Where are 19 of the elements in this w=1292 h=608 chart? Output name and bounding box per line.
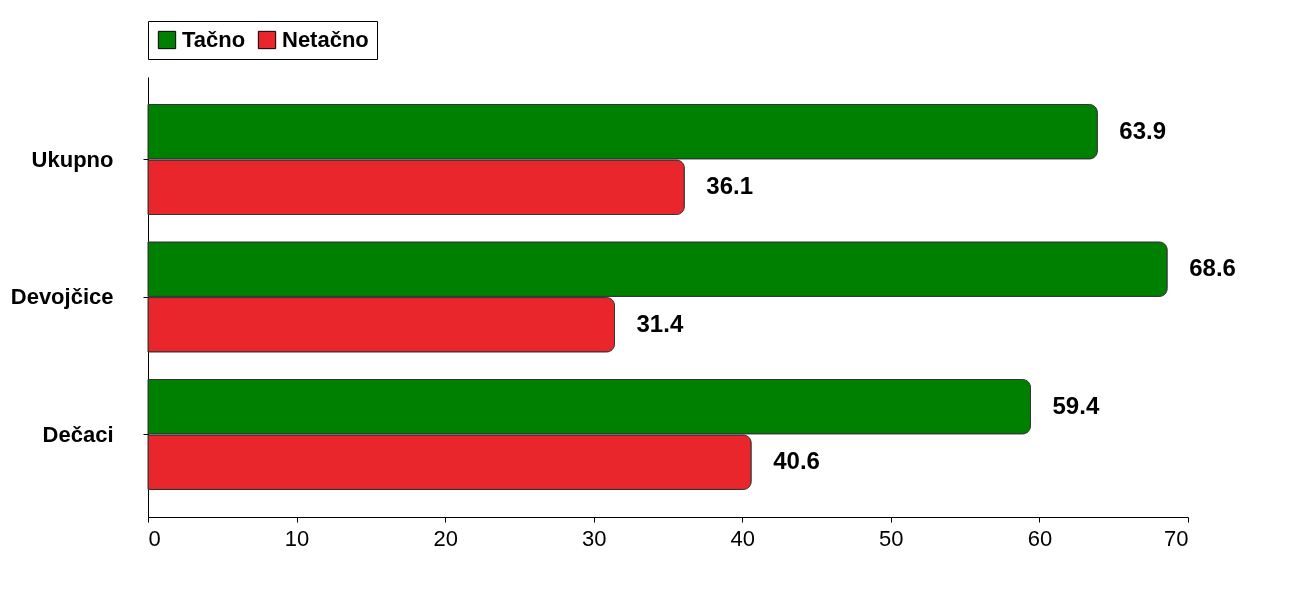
data-label: 31.4 — [636, 309, 684, 337]
legend-label: Tačno — [182, 27, 246, 52]
x-tick-label: 50 — [879, 525, 904, 551]
data-label: 36.1 — [706, 172, 754, 200]
x-tick-label: 0 — [148, 525, 161, 551]
y-tick-label: Dečaci — [42, 421, 114, 447]
y-tick-label: Ukupno — [31, 146, 114, 172]
x-tick-label: 60 — [1027, 525, 1053, 551]
data-label: 40.6 — [773, 447, 820, 475]
x-tick-label: 10 — [284, 525, 310, 551]
y-tick-label: Devojčice — [10, 284, 114, 309]
data-label: 68.6 — [1189, 254, 1236, 282]
x-tick-label: 20 — [433, 525, 458, 551]
x-tick-label: 40 — [730, 525, 756, 551]
legend-label: Netačno — [282, 27, 369, 52]
data-label: 59.4 — [1052, 391, 1100, 419]
x-tick-label: 70 — [1164, 525, 1189, 551]
data-label: 63.9 — [1119, 116, 1167, 144]
x-tick-label: 30 — [581, 525, 607, 551]
